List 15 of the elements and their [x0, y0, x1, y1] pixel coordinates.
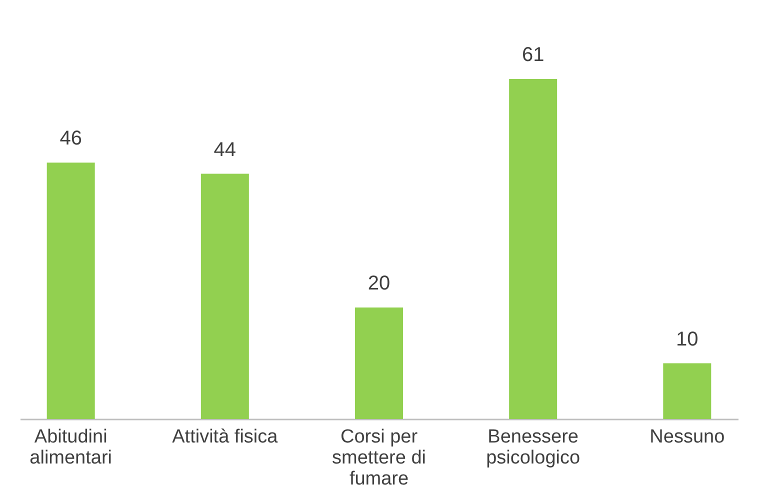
x-tick-label: Attività fisica: [172, 426, 278, 448]
data-label: 46: [60, 128, 82, 150]
x-tick-label: Abitudini alimentari: [30, 426, 112, 468]
bar: [46, 162, 95, 419]
bar: [663, 363, 712, 419]
bar: [509, 79, 558, 419]
x-tick-label: Nessuno: [650, 426, 725, 448]
data-label: 20: [368, 272, 390, 295]
x-tick-label: Corsi per smettere di fumare: [332, 426, 426, 490]
bar: [355, 308, 403, 419]
data-label: 10: [676, 328, 698, 350]
data-label: 61: [522, 44, 544, 66]
bar: [200, 174, 249, 419]
data-label: 44: [214, 138, 236, 161]
x-tick-label: Benessere psicologico: [486, 426, 580, 468]
